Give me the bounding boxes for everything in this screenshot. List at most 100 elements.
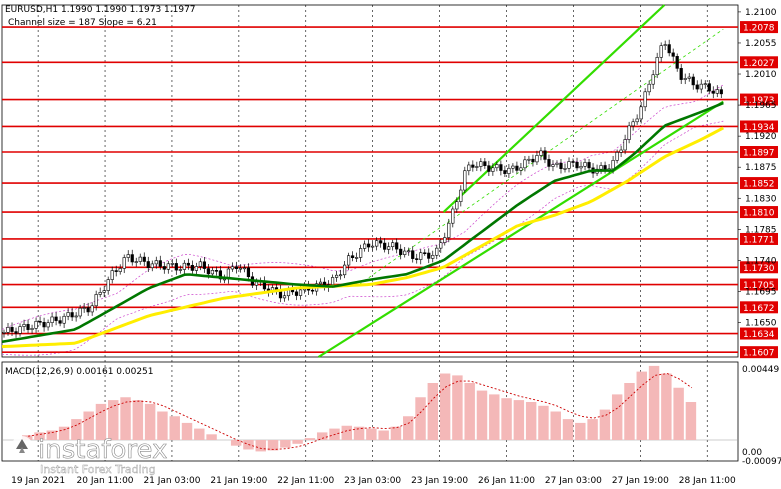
candle-body bbox=[58, 320, 62, 324]
candle-body bbox=[6, 327, 10, 333]
candle-body bbox=[571, 161, 575, 163]
level-tag bbox=[740, 206, 778, 219]
x-tick-label: 26 Jan 11:00 bbox=[478, 476, 535, 486]
candle-body bbox=[575, 161, 579, 169]
macd-panel: 0.00449 0.00-0.00097 bbox=[2, 365, 781, 467]
macd-tick-label: 0.00 bbox=[742, 448, 762, 458]
candle-body bbox=[635, 118, 639, 123]
candle-body bbox=[22, 324, 26, 327]
candle-body bbox=[330, 277, 335, 285]
candle-body bbox=[78, 307, 82, 317]
candle-body bbox=[339, 274, 343, 277]
macd-bar bbox=[280, 440, 291, 448]
candle-body bbox=[443, 237, 447, 243]
candle-body bbox=[334, 274, 339, 278]
candle-body bbox=[102, 290, 106, 293]
candle-body bbox=[483, 161, 487, 166]
candle-body bbox=[487, 165, 491, 172]
macd-bar bbox=[267, 440, 279, 451]
candle-body bbox=[531, 158, 535, 163]
candle-body bbox=[98, 292, 102, 295]
macd-bar bbox=[501, 398, 512, 440]
candle-body bbox=[146, 261, 150, 268]
macd-bar bbox=[58, 426, 70, 440]
candle-body bbox=[451, 208, 455, 224]
macd-bar bbox=[624, 383, 635, 440]
candle-body bbox=[86, 307, 90, 313]
candle-body bbox=[455, 201, 459, 210]
x-tick-label: 23 Jan 03:00 bbox=[344, 476, 401, 486]
candle-body bbox=[106, 279, 110, 291]
candle-body bbox=[310, 289, 315, 292]
y-tick-label: 1.1785 bbox=[745, 225, 777, 235]
level-tag bbox=[740, 177, 778, 190]
candle-body bbox=[511, 165, 515, 169]
x-tick-label: 28 Jan 11:00 bbox=[679, 476, 736, 486]
grid bbox=[1, 4, 739, 462]
candle-body bbox=[383, 242, 387, 250]
candle-body bbox=[210, 270, 214, 275]
macd-bar bbox=[46, 430, 58, 440]
candle-body bbox=[543, 150, 547, 160]
level-label: 1.1934 bbox=[743, 123, 775, 133]
level-label: 1.1607 bbox=[743, 349, 775, 359]
y-tick-label: 1.1740 bbox=[745, 256, 777, 266]
candle-body bbox=[447, 222, 451, 238]
candle-body bbox=[467, 164, 471, 172]
macd-bar bbox=[513, 400, 525, 440]
y-tick-label: 1.1830 bbox=[745, 194, 777, 204]
candle-body bbox=[190, 264, 194, 271]
candle-body bbox=[138, 256, 142, 262]
level-tag bbox=[740, 346, 778, 359]
channel-info: Channel size = 187 Slope = 6.21 bbox=[8, 18, 157, 28]
candle-body bbox=[615, 152, 619, 161]
candle-body bbox=[254, 281, 259, 286]
candle-body bbox=[70, 312, 74, 318]
candle-body bbox=[555, 162, 559, 165]
candle-body bbox=[559, 162, 563, 170]
candle-body bbox=[363, 243, 367, 249]
candle-body bbox=[82, 307, 86, 309]
candle-body bbox=[439, 242, 443, 249]
candle-body bbox=[427, 252, 431, 259]
level-label: 1.1730 bbox=[743, 264, 775, 274]
candle-body bbox=[419, 252, 423, 260]
candle-body bbox=[34, 321, 38, 329]
level-tag bbox=[740, 21, 778, 34]
macd-bar bbox=[378, 430, 389, 440]
candle-body bbox=[707, 83, 711, 92]
candle-body bbox=[10, 327, 14, 332]
candle-body bbox=[282, 295, 287, 299]
x-tick-label: 21 Jan 19:00 bbox=[210, 476, 267, 486]
y-tick-label: 1.1965 bbox=[745, 101, 777, 111]
candle-body bbox=[499, 164, 503, 171]
y-tick-label: 1.2100 bbox=[745, 8, 777, 18]
candle-body bbox=[130, 254, 134, 263]
candle-body bbox=[515, 165, 519, 171]
macd-bar bbox=[636, 371, 647, 440]
level-tag bbox=[740, 56, 778, 69]
candle-body bbox=[579, 165, 583, 169]
macd-signal-line bbox=[28, 373, 693, 450]
candle-body bbox=[655, 57, 659, 76]
candle-body bbox=[2, 332, 6, 334]
macd-bar bbox=[95, 403, 107, 440]
y-tick-label: 1.2055 bbox=[745, 39, 777, 49]
moving-averages bbox=[1, 101, 724, 349]
x-tick-label: 23 Jan 19:00 bbox=[411, 476, 468, 486]
candle-body bbox=[318, 281, 323, 285]
level-tag bbox=[740, 232, 778, 245]
candle-body bbox=[46, 322, 50, 328]
macd-bar bbox=[292, 440, 303, 444]
candle-body bbox=[238, 267, 243, 270]
level-tag bbox=[740, 120, 778, 133]
candle-body bbox=[547, 159, 551, 167]
candle-body bbox=[683, 78, 687, 80]
candle-body bbox=[18, 326, 22, 334]
candle-body bbox=[551, 164, 555, 167]
x-tick-label: 21 Jan 03:00 bbox=[143, 476, 200, 486]
macd-bar bbox=[144, 403, 156, 440]
candle-body bbox=[647, 83, 651, 93]
candle-body bbox=[114, 270, 118, 272]
